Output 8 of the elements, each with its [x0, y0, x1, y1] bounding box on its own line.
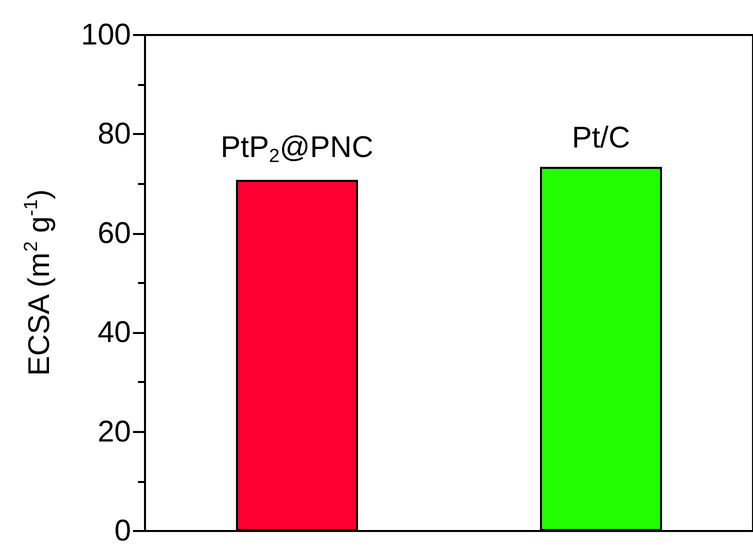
y-tick-label: 100 — [80, 18, 131, 52]
y-axis-title: ECSA (m2 g-1) — [21, 189, 56, 376]
x-tick-label: Pt/C — [572, 121, 630, 154]
y-tick-label: 80 — [98, 118, 131, 151]
y-tick-label: 60 — [98, 216, 131, 250]
y-tick-label: 20 — [98, 415, 131, 448]
y-tick-label: 0 — [114, 514, 131, 547]
y-tick-label: 40 — [98, 316, 131, 350]
